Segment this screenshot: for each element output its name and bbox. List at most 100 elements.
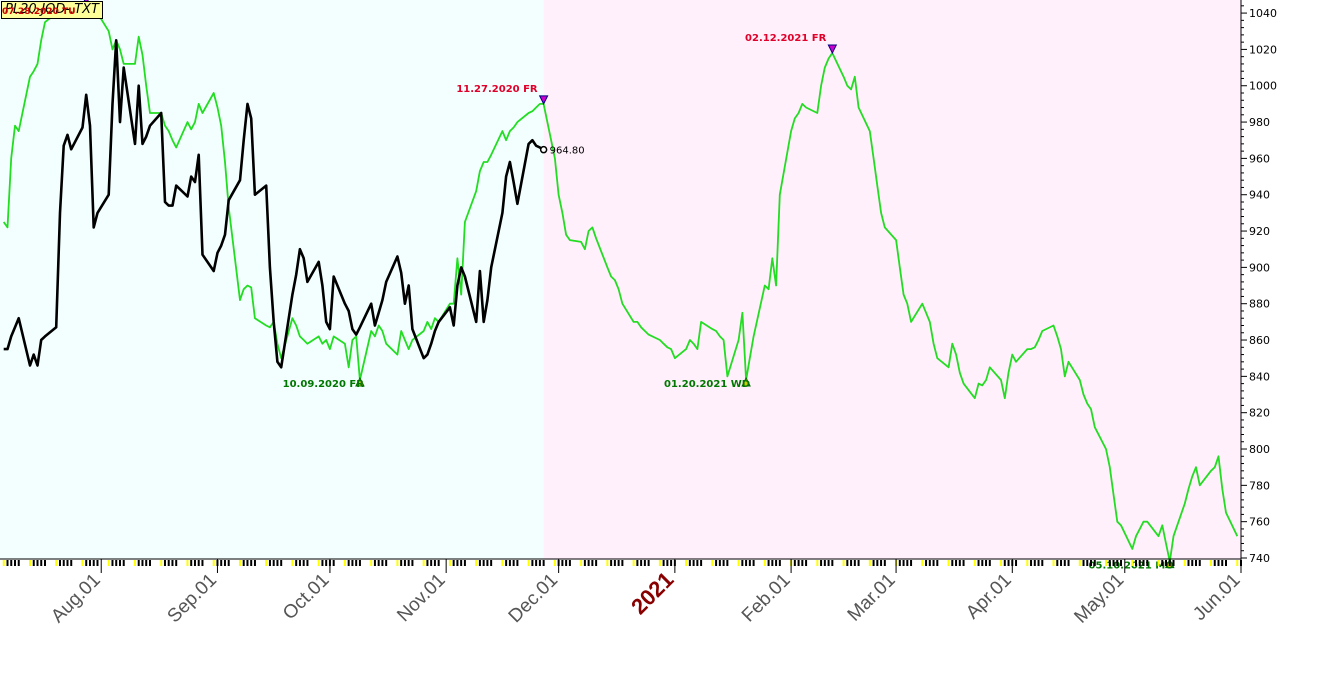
- x-tick: [505, 560, 508, 566]
- x-tick: [1236, 560, 1239, 566]
- x-tick: [85, 560, 88, 566]
- x-tick: [752, 560, 755, 566]
- x-tick: [118, 560, 121, 566]
- x-tick: [1195, 560, 1198, 566]
- x-month-label: May.01: [1070, 570, 1128, 628]
- y-tick-label: 1040: [1249, 7, 1277, 20]
- x-tick: [583, 560, 586, 566]
- x-tick: [167, 560, 170, 566]
- x-tick: [853, 560, 856, 566]
- future-zone-background: [543, 0, 1241, 559]
- x-tick: [246, 560, 249, 566]
- top-label: 02.12.2021 FR: [745, 33, 827, 44]
- x-tick: [906, 560, 909, 566]
- x-tick: [662, 560, 665, 566]
- x-month-label: Apr.01: [962, 570, 1016, 624]
- x-tick: [647, 560, 650, 566]
- projection-line: [2, 3, 1239, 563]
- x-tick: [797, 560, 800, 566]
- x-tick: [816, 560, 819, 566]
- x-tick: [951, 560, 954, 566]
- x-tick: [1003, 560, 1006, 566]
- x-tick: [1135, 560, 1138, 566]
- x-tick: [932, 560, 935, 566]
- x-tick: [321, 560, 324, 566]
- top-marker-icon: [827, 44, 838, 55]
- bottom-label: 05.10.2021 MO: [1089, 561, 1174, 572]
- x-tick: [1191, 560, 1194, 566]
- x-tick: [242, 560, 245, 566]
- x-tick: [561, 560, 564, 566]
- y-tick-label: 860: [1249, 334, 1270, 347]
- x-tick: [396, 560, 399, 566]
- x-tick: [801, 560, 804, 566]
- x-tick: [268, 560, 271, 566]
- x-tick: [437, 560, 440, 566]
- x-tick: [43, 560, 46, 566]
- x-tick: [666, 560, 669, 566]
- x-tick: [580, 560, 583, 566]
- y-axis: 740 760 780 800 820 840 860 880 900 920 940 960 980 1…: [1240, 0, 1277, 565]
- x-tick: [1165, 560, 1168, 566]
- x-tick: [1000, 560, 1003, 566]
- x-tick: [568, 560, 571, 566]
- x-tick: [62, 560, 65, 566]
- x-tick: [1033, 560, 1036, 566]
- x-tick: [1131, 560, 1134, 566]
- x-tick: [1172, 560, 1175, 566]
- x-tick: [988, 560, 991, 566]
- x-month-label: Jun.01: [1189, 570, 1244, 625]
- x-tick: [347, 560, 350, 566]
- x-tick: [985, 560, 988, 566]
- x-tick: [486, 560, 489, 566]
- x-tick: [81, 560, 84, 566]
- x-tick: [617, 560, 620, 566]
- x-tick: [535, 560, 538, 566]
- x-tick: [1187, 560, 1190, 566]
- x-tick: [531, 560, 534, 566]
- x-tick: [190, 560, 193, 566]
- y-tick-label: 740: [1249, 552, 1270, 565]
- ticker-label: PL20-JOD-.TXT: [1, 1, 104, 19]
- x-tick: [351, 560, 354, 566]
- x-tick: [1221, 560, 1224, 566]
- x-tick: [621, 560, 624, 566]
- x-tick: [1183, 560, 1186, 566]
- x-tick: [400, 560, 403, 566]
- x-tick: [317, 560, 320, 566]
- x-tick: [448, 560, 451, 566]
- x-tick: [463, 560, 466, 566]
- x-tick: [508, 560, 511, 566]
- x-tick: [936, 560, 939, 566]
- x-tick: [632, 560, 635, 566]
- x-month-label: Nov.01: [393, 570, 449, 626]
- y-tick-label: 780: [1249, 479, 1270, 492]
- x-tick: [722, 560, 725, 566]
- x-tick: [1120, 560, 1123, 566]
- x-tick: [921, 560, 924, 566]
- x-tick: [145, 560, 148, 566]
- x-tick: [1026, 560, 1029, 566]
- x-tick: [490, 560, 493, 566]
- x-tick: [823, 560, 826, 566]
- x-tick: [947, 560, 950, 566]
- price-series: 964.80: [3, 38, 585, 369]
- x-tick: [610, 560, 613, 566]
- x-tick: [726, 560, 729, 566]
- y-tick-label: 880: [1249, 298, 1270, 311]
- x-tick: [1105, 560, 1108, 566]
- x-tick: [745, 560, 748, 566]
- x-tick: [1108, 560, 1111, 566]
- bottom-label: 01.20.2021 WD: [664, 379, 750, 390]
- x-tick: [910, 560, 913, 566]
- x-tick: [872, 560, 875, 566]
- x-tick: [613, 560, 616, 566]
- x-tick: [460, 560, 463, 566]
- x-tick: [250, 560, 253, 566]
- x-tick: [1213, 560, 1216, 566]
- x-tick: [1063, 560, 1066, 566]
- x-tick: [403, 560, 406, 566]
- x-tick: [160, 560, 163, 566]
- y-tick-label: 940: [1249, 189, 1270, 202]
- x-tick: [1112, 560, 1115, 566]
